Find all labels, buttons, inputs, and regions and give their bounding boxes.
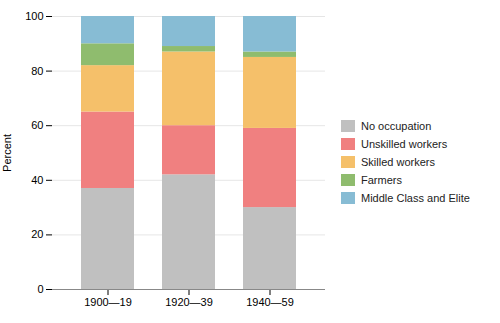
svg-text:1940—59: 1940—59 [246,296,294,308]
svg-text:20: 20 [31,228,43,240]
html-text:Farmers: Farmers [361,173,402,186]
svg-text:1900—19: 1900—19 [84,296,132,308]
svg-text:40: 40 [31,174,43,186]
html-text:No occupation: No occupation [361,119,432,132]
html-text:Skilled workers: Skilled workers [361,155,435,168]
svg-text:0: 0 [37,283,43,295]
svg-text:Percent: Percent [1,134,13,172]
html-text:Middle Class and Elite: Middle Class and Elite [361,191,470,204]
svg-text:1920—39: 1920—39 [165,296,213,308]
svg-text:100: 100 [25,10,43,22]
svg-text:80: 80 [31,65,43,77]
html-text:Unskilled workers: Unskilled workers [361,137,448,150]
svg-text:60: 60 [31,119,43,131]
